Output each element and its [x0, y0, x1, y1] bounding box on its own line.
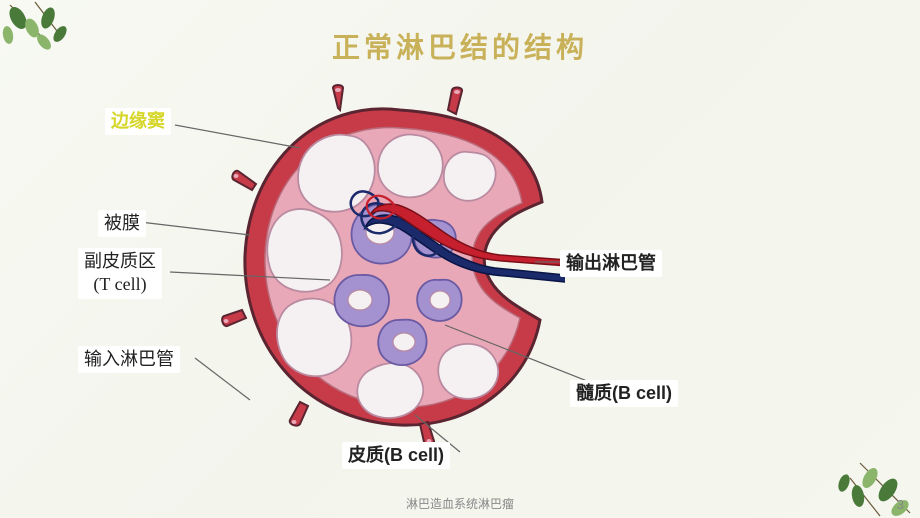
- label-afferent: 输入淋巴管: [78, 346, 180, 373]
- page-title: 正常淋巴结的结构: [332, 26, 588, 66]
- label-medulla: 髓质(B cell): [570, 380, 678, 407]
- leaves-top-left: [0, 0, 120, 90]
- label-marginal-sinus: 边缘窦: [105, 108, 171, 135]
- page-number: 3: [897, 497, 904, 512]
- footer-text: 淋巴造血系统淋巴瘤: [406, 495, 514, 512]
- label-cortex: 皮质(B cell): [342, 442, 450, 469]
- label-paracortex-sub: (T cell): [93, 274, 146, 294]
- label-paracortex: 副皮质区 (T cell): [78, 248, 162, 299]
- label-efferent: 输出淋巴管: [560, 250, 662, 277]
- lymph-node-diagram: [220, 80, 580, 450]
- label-capsule: 被膜: [98, 210, 146, 237]
- label-paracortex-text: 副皮质区: [84, 251, 156, 271]
